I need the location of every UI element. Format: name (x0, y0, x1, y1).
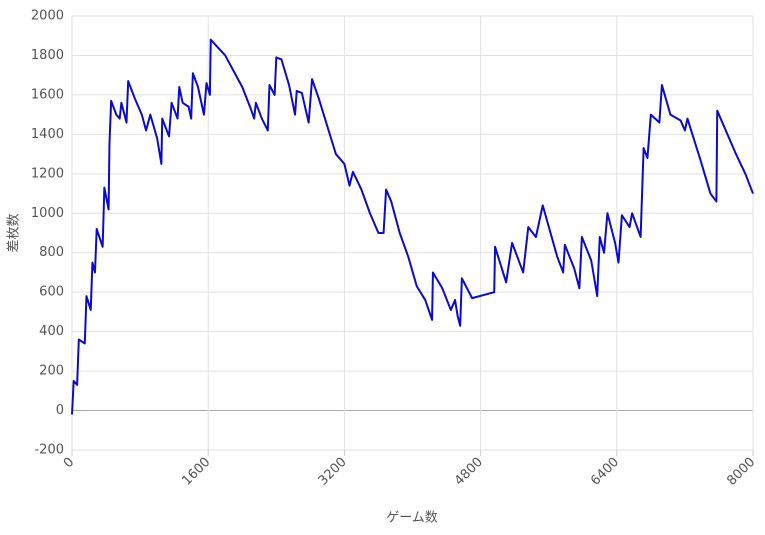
y-tick-label: 400 (39, 324, 64, 339)
y-tick-label: -200 (34, 443, 64, 458)
x-axis-label: ゲーム数 (386, 511, 438, 526)
y-tick-label: 1000 (31, 206, 64, 221)
y-tick-label: 1600 (31, 87, 64, 102)
x-tick-label: 0 (61, 455, 77, 471)
data-line (71, 38, 754, 415)
y-tick-label: 800 (39, 245, 64, 260)
y-tick-label: 1400 (31, 127, 64, 142)
x-tick-label: 1600 (179, 455, 213, 489)
y-tick-label: 200 (39, 364, 64, 379)
x-tick-label: 6400 (588, 455, 622, 489)
y-axis-label: 差枚数 (7, 213, 22, 252)
y-tick-label: 0 (56, 403, 64, 418)
x-tick-label: 3200 (316, 455, 350, 489)
x-tick-label: 8000 (724, 455, 758, 489)
y-tick-label: 2000 (31, 9, 64, 24)
y-tick-label: 1200 (31, 166, 64, 181)
y-tick-label: 600 (39, 285, 64, 300)
x-tick-label: 4800 (452, 455, 486, 489)
y-tick-label: 1800 (31, 48, 64, 63)
